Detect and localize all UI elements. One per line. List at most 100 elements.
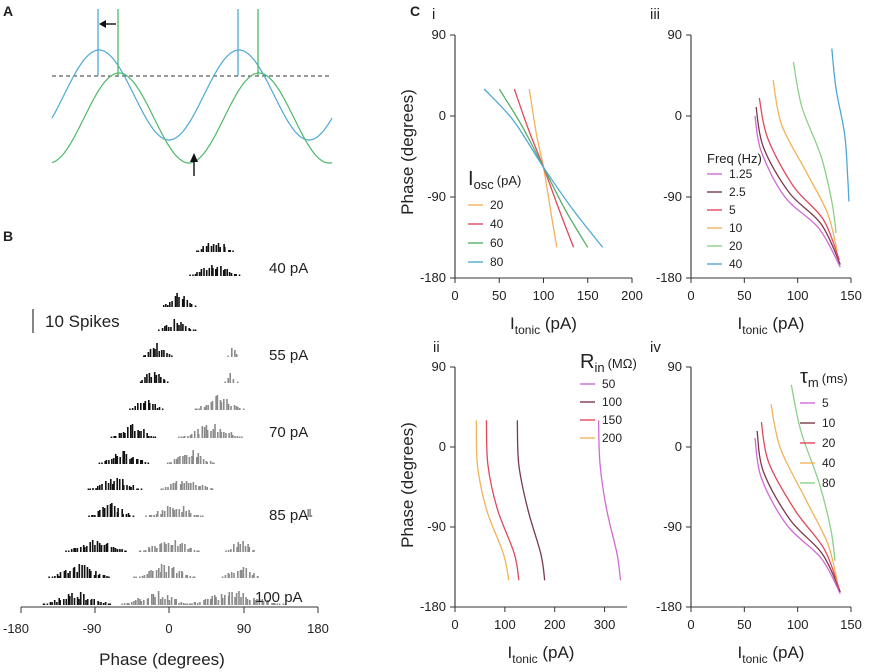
histogram-bar xyxy=(205,405,208,410)
y-tick-label: -90 xyxy=(427,519,446,534)
histogram-bar xyxy=(307,509,309,517)
legend-label: 5 xyxy=(729,203,736,217)
histogram-bar xyxy=(170,327,172,331)
histogram-bar xyxy=(133,601,135,605)
histogram-bar xyxy=(146,374,148,383)
histogram-bar xyxy=(200,406,202,410)
histogram-bar xyxy=(206,430,209,438)
histogram-bar xyxy=(217,432,219,438)
histogram-bar xyxy=(249,600,251,605)
histogram-bar xyxy=(134,431,136,438)
histogram-bar xyxy=(219,247,221,252)
subpanel-label-ii: ii xyxy=(433,339,440,356)
x-tick-label: 100 xyxy=(494,617,516,632)
histogram-bar xyxy=(201,485,204,490)
histogram-bar xyxy=(128,486,131,490)
histogram-bar xyxy=(248,547,251,552)
histogram-bar xyxy=(67,573,69,578)
x-axis-label: Itonic (pA) xyxy=(508,643,575,666)
histogram-bar xyxy=(190,434,193,438)
histogram-bar xyxy=(48,576,50,578)
histogram-bar xyxy=(227,378,229,383)
x-tick-label: 100 xyxy=(533,288,555,303)
histogram-bar xyxy=(123,603,126,605)
histogram-bar xyxy=(305,515,307,517)
histogram-bar xyxy=(131,424,134,438)
histogram-bar xyxy=(97,602,100,605)
histogram-bar xyxy=(227,355,229,357)
histogram-bar xyxy=(181,512,183,517)
histogram-bar xyxy=(124,550,126,552)
histogram-bar xyxy=(201,515,204,517)
histogram-bar xyxy=(69,596,71,605)
series-line-1-25 xyxy=(754,115,841,268)
histogram-bar xyxy=(158,568,160,578)
histogram-bar xyxy=(175,599,177,605)
series-line-10 xyxy=(756,430,841,593)
histogram-bar xyxy=(63,599,65,605)
histogram-bar xyxy=(141,380,143,383)
histogram-bar xyxy=(196,603,199,605)
histogram-bar xyxy=(125,454,128,464)
histogram-bar xyxy=(192,576,195,578)
histogram-bar xyxy=(183,603,185,605)
histogram-bar xyxy=(159,599,162,605)
histogram-bar xyxy=(228,592,231,605)
histogram-bar xyxy=(205,270,208,276)
histogram-bar xyxy=(211,488,214,490)
histogram-bar xyxy=(137,430,139,438)
histogram-bar xyxy=(245,568,248,578)
histogram-bar xyxy=(257,576,259,578)
histogram-bar xyxy=(167,543,170,552)
histogram-bar xyxy=(261,599,264,605)
histogram-bar xyxy=(180,322,182,331)
histogram-bar xyxy=(195,515,198,517)
histogram-bar xyxy=(146,433,148,438)
histogram-bar xyxy=(56,574,59,578)
x-tick-label: 100 xyxy=(787,617,809,632)
histogram-bar xyxy=(129,408,131,410)
legend-label: 40 xyxy=(490,217,504,231)
histogram-bar xyxy=(215,597,217,605)
histogram-bar xyxy=(207,405,209,410)
histogram-bar xyxy=(144,355,146,357)
histogram-bar xyxy=(53,600,56,605)
y-tick-label: 90 xyxy=(432,359,446,374)
histogram-bar xyxy=(93,599,95,605)
histogram-bar xyxy=(76,572,78,578)
histogram-bar xyxy=(214,595,216,605)
x-tick-label: 50 xyxy=(492,288,506,303)
histogram-bar xyxy=(152,348,155,357)
histogram-bar xyxy=(117,508,119,517)
x-tick-label: 150 xyxy=(840,288,862,303)
histogram-bar xyxy=(58,598,60,605)
histogram-bar xyxy=(193,550,196,552)
histogram-bar xyxy=(169,462,171,464)
histogram-bar xyxy=(94,545,96,552)
histogram-bar xyxy=(200,249,203,252)
histogram-bar xyxy=(182,436,185,438)
histogram-bar xyxy=(256,599,258,605)
histogram-bar xyxy=(154,546,156,552)
histogram-bar xyxy=(253,573,255,578)
histogram-bar xyxy=(206,462,208,464)
x-tick-label: 0 xyxy=(451,288,458,303)
y-tick-label: -180 xyxy=(656,270,682,285)
histogram-bar xyxy=(122,432,125,438)
histogram-bar xyxy=(73,567,76,578)
histogram-bar xyxy=(200,269,203,276)
histogram-bar xyxy=(223,432,225,438)
histogram-bar xyxy=(132,515,135,517)
histogram-bar xyxy=(189,435,192,438)
histogram-bar xyxy=(105,481,107,490)
b-tick-label: 180 xyxy=(307,621,329,636)
histogram-bar xyxy=(193,431,196,438)
histogram-bar xyxy=(73,598,76,605)
histogram-bar xyxy=(173,319,176,331)
histogram-bar xyxy=(223,399,225,410)
histogram-bar xyxy=(152,436,155,438)
histogram-bar xyxy=(172,508,174,517)
histogram-bar xyxy=(143,575,146,578)
histogram-bar xyxy=(91,515,93,517)
histogram-bar xyxy=(104,461,106,464)
